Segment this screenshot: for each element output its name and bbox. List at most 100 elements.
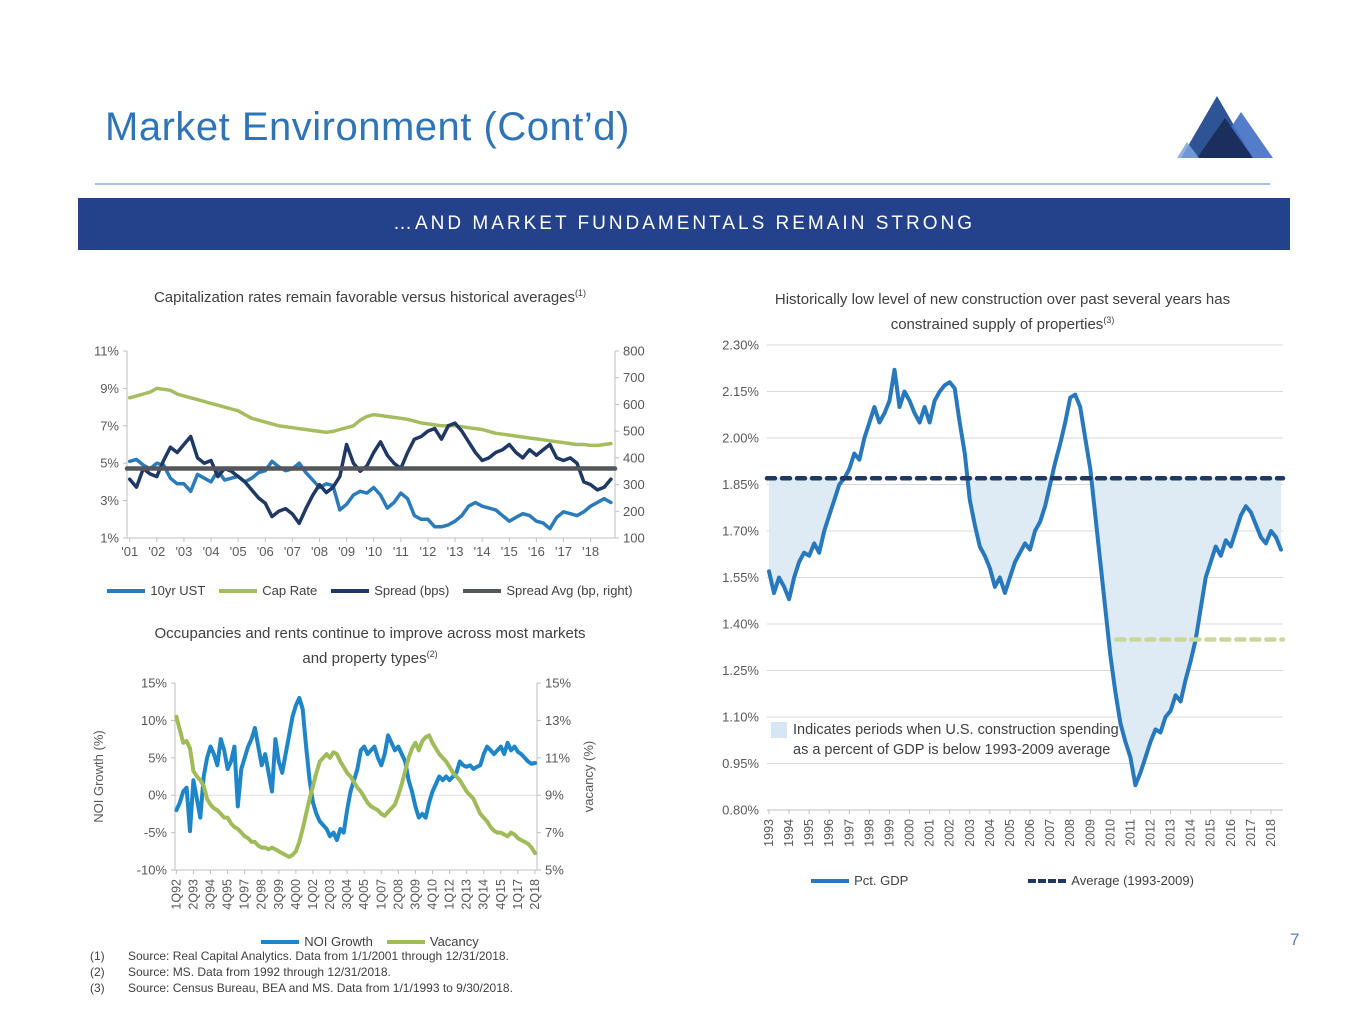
legend-label: Average (1993-2009) xyxy=(1071,873,1194,888)
page-number: 7 xyxy=(1290,930,1300,949)
svg-text:5%: 5% xyxy=(545,863,564,878)
company-logo-icon xyxy=(1177,96,1273,158)
svg-text:'05: '05 xyxy=(230,544,247,559)
svg-text:'02: '02 xyxy=(148,544,165,559)
noi-vacancy-chart-canvas: 15% 10% 5% 0% -5% -10% 15% 13% 11% 9% 7% 5% NOI Grow… xyxy=(91,676,596,910)
svg-text:1Q97: 1Q97 xyxy=(238,879,252,910)
svg-text:1%: 1% xyxy=(100,531,119,546)
svg-text:2014: 2014 xyxy=(1184,819,1198,847)
svg-text:7%: 7% xyxy=(545,825,564,840)
svg-text:2000: 2000 xyxy=(903,819,917,847)
svg-text:2006: 2006 xyxy=(1023,819,1037,847)
svg-text:4Q00: 4Q00 xyxy=(289,879,303,910)
svg-text:'06: '06 xyxy=(257,544,274,559)
svg-text:400: 400 xyxy=(623,450,645,465)
svg-text:600: 600 xyxy=(623,397,645,412)
svg-text:2Q03: 2Q03 xyxy=(323,879,337,910)
section-banner: …AND MARKET FUNDAMENTALS REMAIN STRONG xyxy=(78,198,1290,250)
svg-text:-5%: -5% xyxy=(144,825,168,840)
svg-text:1Q92: 1Q92 xyxy=(169,879,183,910)
legend-item: Cap Rate xyxy=(219,583,317,598)
svg-text:2Q93: 2Q93 xyxy=(186,879,200,910)
svg-text:'10: '10 xyxy=(365,544,382,559)
svg-text:9%: 9% xyxy=(100,381,119,396)
svg-text:3Q09: 3Q09 xyxy=(408,879,422,910)
legend-item: 10yr UST xyxy=(107,583,205,598)
footnote-text: Source: Census Bureau, BEA and MS. Data … xyxy=(128,981,513,995)
legend-swatch xyxy=(261,939,300,944)
svg-text:2007: 2007 xyxy=(1043,819,1057,847)
legend-item: Vacancy xyxy=(386,934,479,949)
legend-item: Spread Avg (bp, right) xyxy=(463,583,633,598)
svg-text:5%: 5% xyxy=(148,750,167,765)
svg-text:3Q99: 3Q99 xyxy=(272,879,286,910)
footnote-text: Source: MS. Data from 1992 through 12/31… xyxy=(128,965,391,979)
page-title: Market Environment (Cont’d) xyxy=(105,105,630,149)
svg-text:1996: 1996 xyxy=(822,819,836,847)
svg-text:2Q98: 2Q98 xyxy=(255,879,269,910)
svg-text:'08: '08 xyxy=(311,544,328,559)
construction-annotation: Indicates periods when U.S. construction… xyxy=(771,720,1121,760)
legend-swatch xyxy=(463,588,502,593)
svg-text:'11: '11 xyxy=(393,544,409,559)
svg-text:500: 500 xyxy=(623,424,645,439)
legend-item: Average (1993-2009) xyxy=(1028,873,1194,888)
legend-swatch xyxy=(386,939,425,944)
legend-label: 10yr UST xyxy=(150,583,206,598)
svg-text:'12: '12 xyxy=(419,544,436,559)
svg-text:2016: 2016 xyxy=(1224,819,1238,847)
legend-swatch xyxy=(107,588,146,593)
svg-text:NOI Growth (%): NOI Growth (%) xyxy=(91,730,106,822)
legend-label: Cap Rate xyxy=(262,583,318,598)
svg-text:1.10%: 1.10% xyxy=(722,710,759,725)
svg-text:2Q13: 2Q13 xyxy=(460,879,474,910)
legend-label: Spread Avg (bp, right) xyxy=(506,583,633,598)
svg-text:2013: 2013 xyxy=(1164,819,1178,847)
legend-swatch xyxy=(811,878,850,883)
svg-text:1997: 1997 xyxy=(842,819,856,847)
construction-chart-title: Historically low level of new constructi… xyxy=(705,290,1300,335)
svg-text:1Q02: 1Q02 xyxy=(306,879,320,910)
svg-text:1.40%: 1.40% xyxy=(722,617,759,632)
svg-text:2011: 2011 xyxy=(1123,819,1137,846)
legend-swatch xyxy=(219,588,258,593)
svg-text:0.95%: 0.95% xyxy=(722,756,759,771)
svg-text:2009: 2009 xyxy=(1083,819,1097,847)
footnote-text: Source: Real Capital Analytics. Data fro… xyxy=(128,949,509,963)
svg-text:3Q04: 3Q04 xyxy=(340,879,354,910)
svg-text:2012: 2012 xyxy=(1143,819,1157,847)
svg-text:1994: 1994 xyxy=(782,819,796,847)
svg-text:2018: 2018 xyxy=(1264,819,1278,847)
svg-text:2010: 2010 xyxy=(1103,819,1117,847)
svg-text:3Q14: 3Q14 xyxy=(477,879,491,910)
svg-text:'17: '17 xyxy=(555,544,572,559)
svg-text:'14: '14 xyxy=(474,544,491,559)
noi-vacancy-chart: Occupancies and rents continue to improv… xyxy=(85,616,655,961)
svg-text:2.30%: 2.30% xyxy=(722,340,759,353)
footnote-ref: (3) xyxy=(1103,315,1115,325)
legend-label: Vacancy xyxy=(429,934,479,949)
legend-item: Pct. GDP xyxy=(811,873,908,888)
svg-text:'15: '15 xyxy=(501,544,518,559)
cap-rate-chart-title: Capitalization rates remain favorable ve… xyxy=(85,283,655,308)
svg-text:2001: 2001 xyxy=(923,819,937,847)
svg-text:2004: 2004 xyxy=(983,819,997,847)
cap-rate-chart: Capitalization rates remain favorable ve… xyxy=(85,283,655,613)
footnote-number: (2) xyxy=(90,965,105,979)
noi-vacancy-chart-legend: NOI Growth Vacancy xyxy=(85,934,655,949)
footnote-row: (2) Source: MS. Data from 1992 through 12… xyxy=(90,964,513,980)
svg-text:1Q17: 1Q17 xyxy=(511,879,525,910)
legend-swatch xyxy=(1028,878,1067,883)
svg-text:2008: 2008 xyxy=(1063,819,1077,847)
cap-rate-chart-canvas: 11% 9% 7% 5% 3% 1% 800 700 600 500 400 300 200 100 '01… xyxy=(94,344,645,560)
svg-text:1993: 1993 xyxy=(762,819,776,847)
svg-text:1.55%: 1.55% xyxy=(722,570,759,585)
svg-text:1.70%: 1.70% xyxy=(722,524,759,539)
footnote-row: (3) Source: Census Bureau, BEA and MS. Da… xyxy=(90,980,513,996)
svg-text:'04: '04 xyxy=(203,544,220,559)
svg-text:10%: 10% xyxy=(141,713,167,728)
svg-text:2003: 2003 xyxy=(963,819,977,847)
svg-text:4Q10: 4Q10 xyxy=(425,879,439,910)
svg-text:1Q07: 1Q07 xyxy=(374,879,388,910)
